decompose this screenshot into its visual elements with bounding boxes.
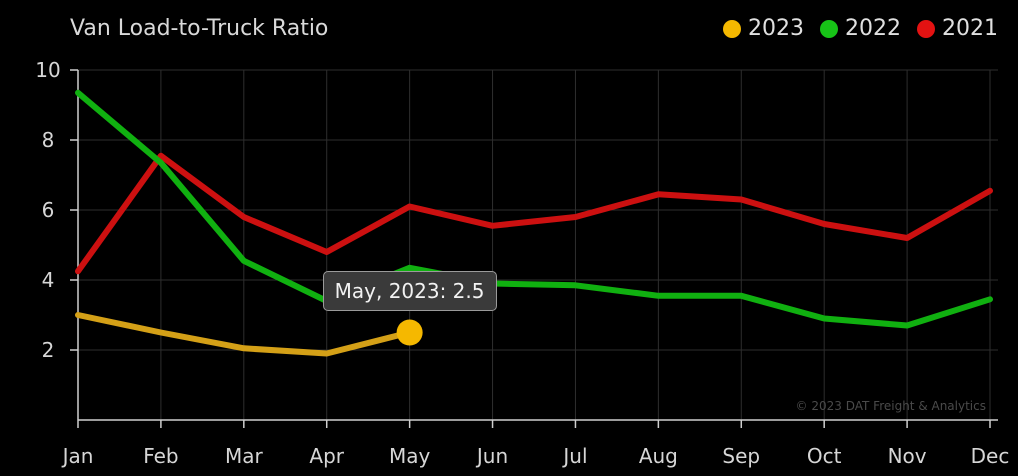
legend-label-2022: 2022 bbox=[845, 16, 901, 41]
x-tick-label: Jun bbox=[475, 444, 508, 468]
x-tick-label: Oct bbox=[807, 444, 842, 468]
x-tick-label: Dec bbox=[971, 444, 1010, 468]
series-line-2021 bbox=[75, 152, 993, 275]
legend-marker-2022 bbox=[820, 19, 838, 38]
chart-title: Van Load-to-Truck Ratio bbox=[70, 16, 329, 41]
x-tick-label: Feb bbox=[143, 444, 178, 468]
legend-item-2023[interactable]: 2023 bbox=[723, 16, 804, 41]
y-tick-label: 8 bbox=[42, 128, 55, 152]
credit-text: © 2023 DAT Freight & Analytics bbox=[795, 399, 986, 413]
legend-marker-2021 bbox=[917, 19, 935, 38]
legend: 2023 2022 2021 bbox=[723, 16, 998, 41]
x-tick-label: Sep bbox=[722, 444, 760, 468]
highlight-point-2023 bbox=[396, 319, 423, 346]
x-tick-label: Jan bbox=[61, 444, 94, 468]
x-tick-label: Jul bbox=[561, 444, 587, 468]
legend-label-2023: 2023 bbox=[748, 16, 804, 41]
y-tick-label: 6 bbox=[42, 198, 55, 222]
x-tick-label: Mar bbox=[225, 444, 264, 468]
y-tick-label: 2 bbox=[42, 338, 55, 362]
y-tick-label: 4 bbox=[42, 268, 55, 292]
x-tick-label: Aug bbox=[639, 444, 678, 468]
legend-item-2022[interactable]: 2022 bbox=[820, 16, 901, 41]
y-tick-label: 10 bbox=[35, 58, 60, 82]
series-line-2022 bbox=[75, 89, 993, 329]
legend-item-2021[interactable]: 2021 bbox=[917, 16, 998, 41]
x-tick-label: Nov bbox=[888, 444, 927, 468]
x-tick-label: Apr bbox=[309, 444, 344, 468]
x-tick-label: May bbox=[389, 444, 431, 468]
legend-label-2021: 2021 bbox=[942, 16, 998, 41]
data-tooltip: May, 2023: 2.5 bbox=[322, 270, 497, 311]
legend-marker-2023 bbox=[723, 19, 741, 38]
series-line-2023 bbox=[75, 312, 413, 357]
